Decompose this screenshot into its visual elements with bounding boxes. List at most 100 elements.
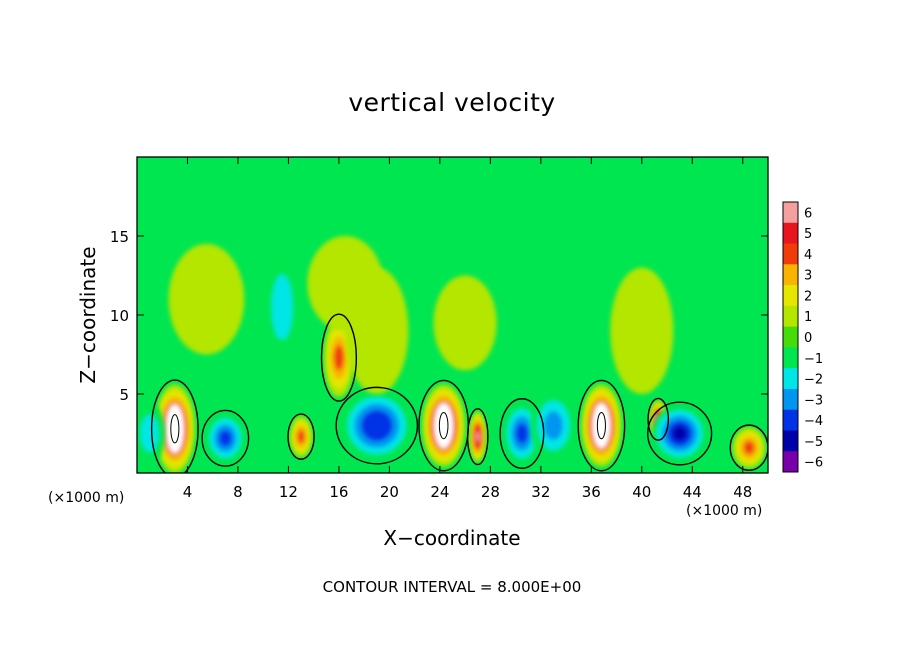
- colorbar-swatch: [783, 202, 798, 224]
- colorbar-swatch: [783, 451, 798, 473]
- y-tick-label: 5: [119, 386, 129, 404]
- feature-13: [264, 251, 300, 363]
- colorbar-label: −6: [804, 456, 823, 471]
- feature-2: [581, 384, 622, 467]
- feature-core: [165, 404, 184, 454]
- feature-8: [205, 412, 246, 464]
- x-axis: 4 8 12 16 20 24 28 32 36 40 44 48: [183, 157, 752, 501]
- colorbar-label: 5: [804, 227, 812, 242]
- feature-band: [743, 441, 755, 455]
- x-tick-label: 24: [430, 483, 449, 501]
- colorbar-label: 4: [804, 248, 812, 263]
- contour-10: [499, 398, 545, 469]
- feature-9: [341, 390, 413, 461]
- colorbar-label: −1: [804, 352, 823, 367]
- y-tick-label: 15: [110, 228, 129, 246]
- feature-band: [168, 243, 245, 355]
- feature-band: [367, 416, 386, 435]
- feature-band: [140, 415, 159, 452]
- contour-interval-note: CONTOUR INTERVAL = 8.000E+00: [322, 578, 582, 596]
- colorbar-label: −3: [804, 393, 823, 408]
- feature-18: [433, 275, 497, 371]
- feature-band: [544, 411, 563, 440]
- feature-band: [433, 275, 497, 371]
- x-tick-label: 36: [582, 483, 601, 501]
- x-tick-label: 40: [632, 483, 651, 501]
- feature-17: [610, 267, 674, 394]
- y-axis-label: Z−coordinate: [76, 246, 100, 384]
- colorbar-label: 1: [804, 310, 812, 325]
- colorbar-label: 6: [804, 206, 812, 221]
- colorbar-frame: [782, 201, 799, 473]
- x-tick-label: 44: [683, 483, 702, 501]
- feature-14: [168, 243, 245, 355]
- contour-core-1: [438, 411, 449, 440]
- feature-band: [515, 423, 528, 444]
- x-unit-left: (×1000 m): [48, 490, 125, 506]
- feature-band: [475, 431, 480, 443]
- contour-8: [201, 409, 250, 467]
- colorbar: 6 5 4 3 2 1 0 −1 −2 −3 −4 −5 −6: [782, 201, 823, 473]
- x-tick-label: 16: [329, 483, 348, 501]
- x-tick-label: 4: [183, 483, 193, 501]
- x-axis-label: X−coordinate: [383, 526, 521, 550]
- x-tick-label: 48: [733, 483, 752, 501]
- colorbar-label: −4: [804, 414, 823, 429]
- velocity-field: [137, 236, 766, 473]
- y-tick-label: 10: [110, 307, 129, 325]
- feature-19: [137, 401, 165, 466]
- feature-11: [651, 405, 708, 462]
- feature-band: [297, 430, 305, 444]
- feature-16: [345, 267, 409, 394]
- chart-title: vertical velocity: [348, 88, 556, 117]
- feature-band: [334, 345, 344, 371]
- contour-core-0: [170, 414, 180, 444]
- contour-0: [150, 379, 199, 473]
- colorbar-swatch: [783, 388, 798, 411]
- x-tick-label: 20: [380, 483, 399, 501]
- feature-12: [530, 390, 577, 461]
- contour-5: [320, 313, 358, 402]
- colorbar-label: 2: [804, 289, 812, 304]
- contour-6: [287, 413, 315, 460]
- feature-band: [345, 267, 409, 394]
- colorbar-swatch: [783, 285, 798, 307]
- contour-core-2: [596, 411, 606, 440]
- x-tick-label: 32: [531, 483, 550, 501]
- feature-core: [592, 403, 611, 449]
- x-tick-label: 8: [233, 483, 243, 501]
- colorbar-swatch: [783, 243, 798, 265]
- colorbar-label: 3: [804, 269, 812, 284]
- feature-1: [422, 384, 466, 467]
- y-axis: 5 10 15: [110, 228, 768, 404]
- colorbar-swatch: [783, 347, 798, 369]
- contour-9: [335, 386, 419, 465]
- colorbar-swatch: [783, 222, 798, 245]
- colorbar-label: −2: [804, 373, 823, 388]
- contour-4: [647, 397, 670, 441]
- feature-band: [218, 430, 232, 447]
- x-tick-label: 28: [481, 483, 500, 501]
- colorbar-swatch: [783, 326, 798, 348]
- contour-3: [466, 408, 489, 466]
- colorbar-swatch: [783, 368, 798, 390]
- colorbar-swatch: [783, 264, 798, 286]
- feature-core: [434, 403, 454, 449]
- colorbar-label: 0: [804, 331, 812, 346]
- x-unit-right: (×1000 m): [686, 503, 763, 519]
- colorbar-swatch: [783, 430, 798, 452]
- colorbar-swatch: [783, 409, 798, 431]
- feature-6: [289, 416, 313, 458]
- contour-lines: [150, 313, 768, 473]
- contour-11: [647, 401, 713, 466]
- contour-2: [577, 379, 626, 472]
- feature-band: [610, 267, 674, 394]
- feature-band: [672, 426, 687, 441]
- x-tick-label: 12: [279, 483, 298, 501]
- feature-7: [732, 427, 766, 469]
- feature-band: [271, 274, 293, 340]
- colorbar-swatch: [783, 305, 798, 328]
- feature-3: [468, 411, 487, 462]
